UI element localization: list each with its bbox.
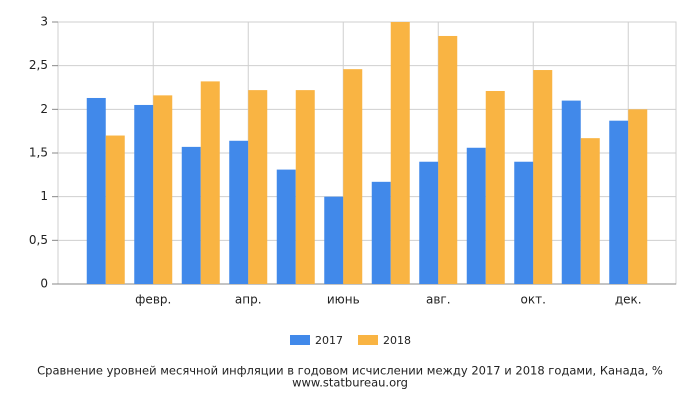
bar xyxy=(134,104,154,284)
y-tick-label: 1 xyxy=(40,189,48,203)
bar xyxy=(248,90,268,285)
bar xyxy=(324,196,344,284)
y-tick-label: 0,5 xyxy=(29,233,48,247)
legend-swatch xyxy=(358,335,378,345)
bar xyxy=(514,161,534,284)
bar xyxy=(86,97,106,284)
x-tick-label: дек. xyxy=(615,293,642,307)
bar xyxy=(105,135,125,284)
bar xyxy=(390,22,410,284)
y-tick-label: 2 xyxy=(40,102,48,116)
x-tick-label: авг. xyxy=(426,293,451,307)
y-tick-label: 0 xyxy=(40,277,48,291)
x-tick-label: февр. xyxy=(135,293,171,307)
legend-label: 2017 xyxy=(315,334,343,347)
bar xyxy=(419,161,439,284)
legend-label: 2018 xyxy=(383,334,411,347)
bar xyxy=(438,35,458,285)
bar xyxy=(466,147,486,284)
bar xyxy=(628,109,648,284)
bar xyxy=(153,95,173,284)
bar xyxy=(229,140,249,284)
bar xyxy=(561,100,581,284)
y-tick-label: 3 xyxy=(40,15,48,29)
bar xyxy=(200,81,220,285)
bar xyxy=(533,70,553,285)
y-tick-label: 1,5 xyxy=(29,146,48,160)
x-tick-label: окт. xyxy=(521,293,546,307)
bar xyxy=(343,69,363,284)
y-tick-label: 2,5 xyxy=(29,58,48,72)
bar xyxy=(609,120,629,284)
bar xyxy=(485,90,505,284)
bar xyxy=(580,138,600,284)
bar xyxy=(371,181,391,284)
x-tick-label: июнь xyxy=(327,293,360,307)
chart-subtitle: www.statbureau.org xyxy=(292,376,408,390)
bar xyxy=(181,146,201,284)
bar xyxy=(276,169,296,284)
x-tick-label: апр. xyxy=(235,293,262,307)
legend-swatch xyxy=(290,335,310,345)
bar xyxy=(295,90,315,285)
chart-title: Сравнение уровней месячной инфляции в го… xyxy=(37,364,663,378)
